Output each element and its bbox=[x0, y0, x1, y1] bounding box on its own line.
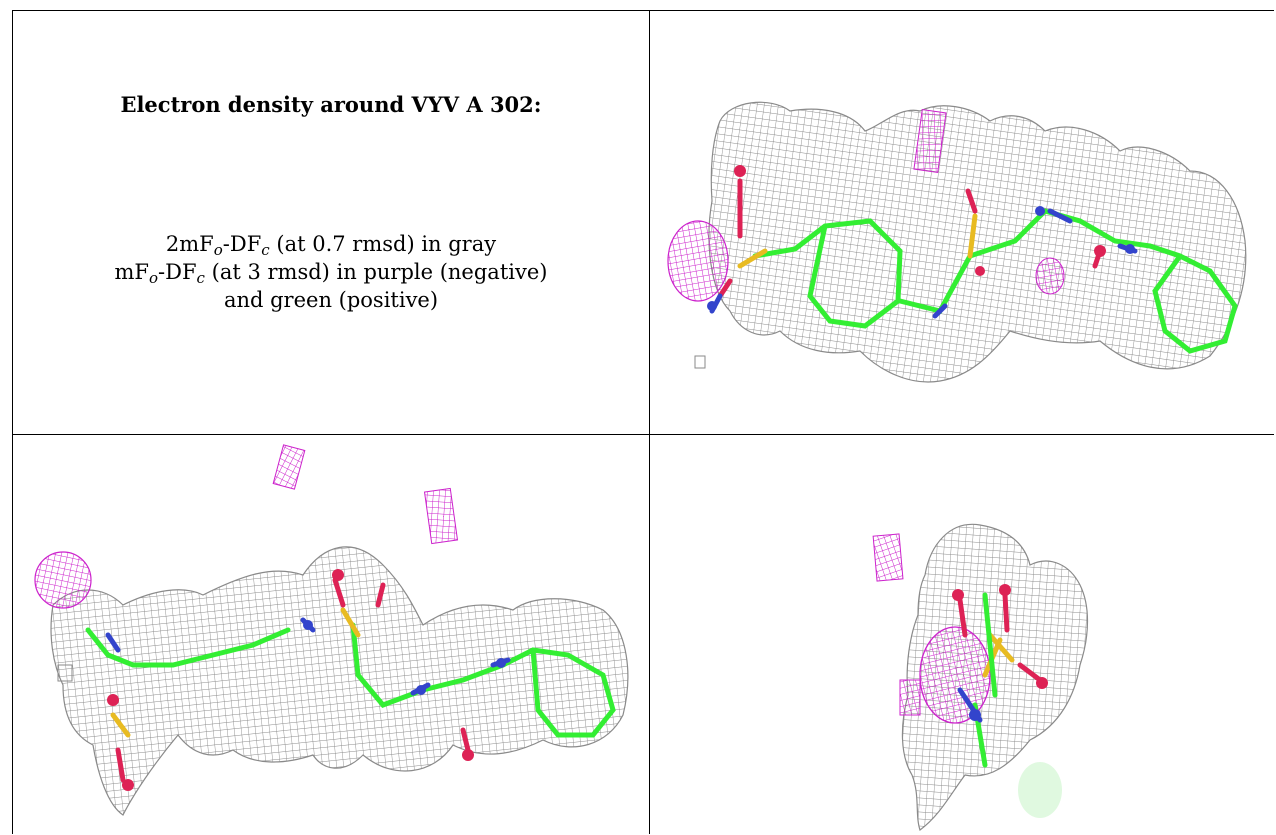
caption-line-1-pre: 2mF bbox=[165, 232, 214, 256]
purple-blob-upper bbox=[423, 487, 459, 545]
purple-blob-left bbox=[899, 679, 921, 716]
caption-line-3: and green (positive) bbox=[223, 288, 439, 312]
gray-density-mesh bbox=[708, 101, 1247, 383]
caption-line-2: mFo-DFc (at 3 rmsd) in purple (negative) bbox=[13, 260, 649, 287]
ligand-model-front bbox=[707, 165, 1238, 354]
density-render-end-on bbox=[872, 523, 1089, 831]
purple-blob-top bbox=[272, 444, 306, 490]
gray-density-mesh bbox=[50, 546, 629, 816]
table-middle-border bbox=[12, 434, 1274, 435]
caption-line-2-mid: -DF bbox=[158, 260, 197, 284]
density-render-side bbox=[34, 444, 629, 816]
table-center-border bbox=[649, 10, 650, 834]
density-panel-end-on bbox=[650, 435, 1274, 834]
caption-line-2-post: (at 3 rmsd) in purple (negative) bbox=[204, 260, 548, 284]
ligand-model-end-on bbox=[952, 584, 1062, 818]
caption-line-2-sub-c: c bbox=[196, 269, 205, 287]
caption-line-1-mid: -DF bbox=[222, 232, 262, 256]
table-top-border bbox=[12, 10, 1274, 11]
caption-line-1-post: (at 0.7 rmsd) in gray bbox=[269, 232, 497, 256]
purple-blob-upper-left bbox=[872, 533, 904, 582]
caption-line-1-sub-o: o bbox=[213, 241, 223, 259]
gray-small-fragment bbox=[694, 355, 706, 369]
density-render-front bbox=[667, 101, 1247, 383]
purple-blob-center bbox=[919, 626, 991, 724]
ligand-model-side bbox=[85, 569, 616, 791]
figure-table: Electron density around VYV A 302: 2mFo-… bbox=[12, 10, 1274, 834]
purple-blob-right bbox=[1035, 257, 1065, 295]
purple-blob-top bbox=[913, 109, 947, 173]
caption-line-1: 2mFo-DFc (at 0.7 rmsd) in gray bbox=[13, 232, 649, 259]
figure-caption: Electron density around VYV A 302: 2mFo-… bbox=[13, 11, 649, 434]
density-panel-side bbox=[13, 435, 649, 834]
caption-line-2-sub-o: o bbox=[149, 269, 159, 287]
gray-small-fragment bbox=[57, 664, 73, 682]
table-left-border bbox=[12, 10, 13, 834]
caption-line-2-pre: mF bbox=[114, 260, 149, 284]
purple-blob-left bbox=[34, 551, 92, 609]
caption-cell: Electron density around VYV A 302: 2mFo-… bbox=[13, 11, 649, 434]
caption-title: Electron density around VYV A 302: bbox=[120, 92, 542, 117]
purple-blob-left bbox=[667, 220, 729, 302]
caption-line-1-sub-c: c bbox=[261, 241, 270, 259]
density-panel-front bbox=[650, 11, 1274, 434]
